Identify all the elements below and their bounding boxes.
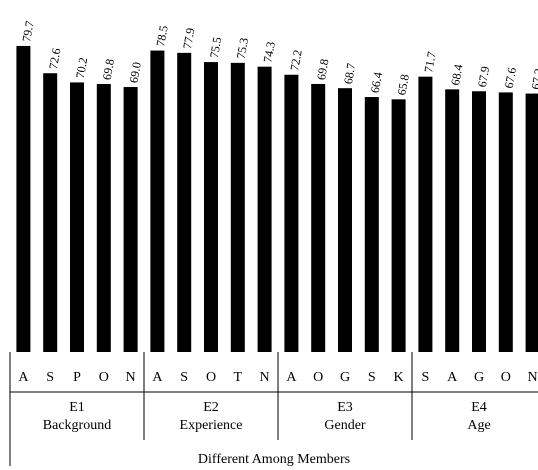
- group-code: E2: [203, 400, 219, 415]
- group-name: Gender: [324, 418, 366, 433]
- x-tick-label: A: [152, 370, 163, 385]
- x-tick-label: A: [286, 370, 297, 385]
- bar: [230, 62, 245, 353]
- bar: [311, 83, 326, 352]
- value-label: 78.5: [153, 24, 170, 47]
- bar: [96, 83, 111, 352]
- x-tick-label: S: [422, 370, 430, 385]
- bar: [525, 93, 538, 353]
- group-code: E3: [337, 400, 353, 415]
- value-label: 69.8: [100, 58, 117, 81]
- x-axis-title: Different Among Members: [198, 452, 350, 467]
- value-label: 74.3: [260, 41, 277, 64]
- value-label: 70.2: [73, 56, 90, 79]
- bar: [472, 91, 486, 352]
- value-label: 65.8: [394, 73, 411, 96]
- group-code: E1: [69, 400, 85, 415]
- bar: [70, 82, 84, 352]
- bar: [257, 66, 272, 353]
- bar: [150, 50, 165, 353]
- value-label: 75.5: [207, 36, 224, 59]
- x-tick-label: A: [447, 370, 458, 385]
- x-tick-label: O: [313, 370, 323, 385]
- bar: [338, 88, 352, 352]
- bar: [284, 74, 299, 352]
- bar: [177, 52, 192, 352]
- value-label: 68.4: [448, 63, 465, 86]
- value-label: 66.4: [368, 71, 385, 94]
- value-label: 69.8: [314, 58, 331, 81]
- value-label: 79.7: [19, 20, 36, 43]
- group-code: E4: [471, 400, 487, 415]
- value-label: 72.2: [287, 49, 304, 72]
- x-tick-label: N: [260, 370, 270, 385]
- bar: [204, 62, 218, 353]
- value-label: 68.7: [341, 62, 358, 85]
- x-tick-label: G: [340, 370, 350, 385]
- x-tick-label: K: [394, 370, 404, 385]
- bar: [16, 45, 31, 353]
- bar: [445, 89, 460, 353]
- x-tick-label: A: [18, 370, 29, 385]
- bar: [391, 99, 406, 352]
- x-tick-label: O: [99, 370, 109, 385]
- x-tick-label: S: [180, 370, 188, 385]
- group-name: Experience: [180, 418, 243, 433]
- value-label: 77.9: [180, 27, 197, 50]
- x-tick-label: G: [474, 370, 484, 385]
- bar: [364, 97, 379, 352]
- bar: [498, 92, 513, 352]
- x-tick-label: N: [528, 370, 538, 385]
- x-tick-label: O: [206, 370, 216, 385]
- value-label: 67.6: [502, 66, 519, 89]
- group-name: Background: [43, 418, 111, 433]
- value-label: 67.9: [475, 65, 492, 88]
- group-name: Age: [467, 418, 490, 433]
- bar: [123, 87, 138, 352]
- x-tick-label: S: [46, 370, 54, 385]
- x-tick-label: P: [73, 370, 81, 385]
- value-label: 71.7: [421, 51, 438, 74]
- value-label: 67.3: [528, 67, 538, 90]
- value-label: 72.6: [46, 47, 63, 70]
- x-tick-label: N: [126, 370, 136, 385]
- x-tick-label: S: [368, 370, 376, 385]
- value-label: 75.3: [234, 37, 251, 60]
- x-tick-label: O: [501, 370, 511, 385]
- bar: [418, 76, 433, 352]
- value-label: 69.0: [126, 61, 143, 84]
- x-tick-label: T: [234, 370, 243, 385]
- bar: [43, 73, 58, 352]
